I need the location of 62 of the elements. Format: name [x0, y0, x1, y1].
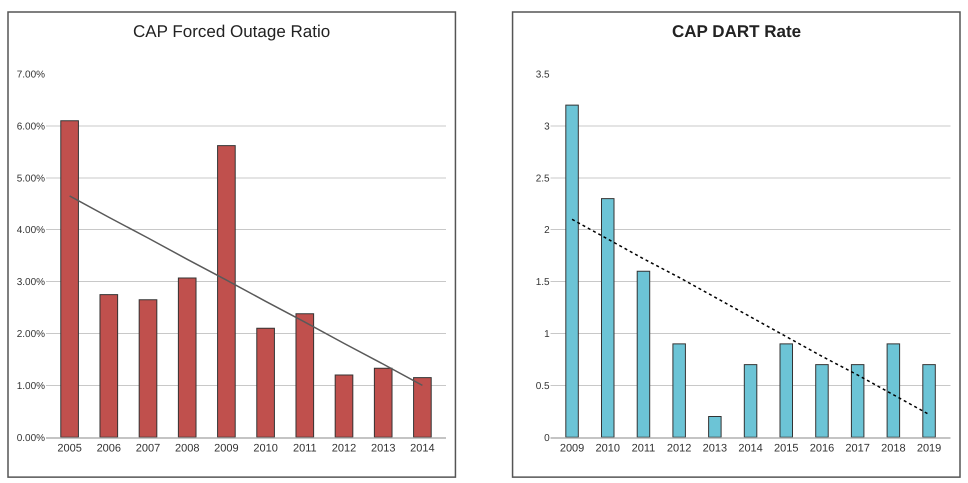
x-tick-label: 2010 [253, 442, 278, 454]
y-tick-label: 0.5 [536, 380, 550, 392]
chart-title: CAP Forced Outage Ratio [133, 22, 330, 41]
line-series [68, 195, 424, 386]
x-tick-label: 2018 [881, 442, 906, 454]
bar [178, 277, 197, 438]
x-tick-label: 2017 [845, 442, 870, 454]
x-tick-label: 2008 [174, 442, 200, 454]
y-tick-label: 3.00% [16, 277, 46, 288]
bar [295, 313, 314, 438]
x-tick-label: 2013 [702, 442, 728, 454]
y-tick-label: 0 [544, 432, 550, 444]
y-tick-label: 5.00% [16, 173, 46, 184]
x-tick-label: 2014 [738, 442, 763, 454]
x-tick-label: 2015 [774, 442, 798, 454]
x-tick-label: 2011 [292, 442, 317, 454]
x-tick-label: 2010 [596, 442, 620, 454]
bar [374, 368, 393, 438]
bar [601, 198, 615, 438]
bar [256, 328, 275, 438]
bar [850, 364, 864, 438]
bar [744, 364, 758, 438]
x-tick-label: 2009 [560, 442, 584, 454]
x-tick-label: 2012 [332, 442, 356, 454]
bar [138, 299, 158, 438]
x-tick-label: 2009 [214, 442, 239, 454]
bar [636, 270, 650, 438]
x-tick-label: 2012 [666, 442, 692, 454]
y-tick-label: 1.5 [536, 277, 550, 288]
x-tick-label: 2006 [96, 442, 122, 454]
x-tick-label: 2019 [916, 442, 942, 454]
bar [672, 343, 686, 438]
bar [780, 343, 794, 438]
line-series [571, 218, 930, 416]
y-tick-label: 1.00% [16, 380, 46, 392]
chart-title: CAP DART Rate [672, 22, 802, 41]
bar [815, 364, 829, 438]
y-tick-label: 0.00% [16, 432, 46, 444]
bar [334, 374, 354, 438]
bar [217, 145, 236, 438]
x-tick-label: 2013 [370, 442, 396, 454]
x-tick-label: 2005 [57, 442, 82, 454]
y-tick-label: 1 [544, 328, 550, 340]
x-tick-label: 2007 [136, 442, 160, 454]
bar [60, 120, 79, 438]
y-tick-label: 2 [544, 225, 550, 236]
y-tick-label: 2.5 [536, 173, 550, 184]
bar [99, 294, 118, 438]
bar [708, 416, 722, 438]
y-tick-label: 6.00% [16, 121, 46, 132]
bar [886, 343, 900, 438]
y-tick-label: 7.00% [16, 70, 46, 81]
bar [565, 104, 579, 438]
x-tick-label: 2011 [632, 442, 656, 454]
x-tick-label: 2014 [410, 442, 435, 454]
bar [413, 377, 432, 438]
x-tick-label: 2016 [810, 442, 834, 454]
y-tick-label: 3.5 [536, 70, 550, 81]
y-tick-label: 2.00% [16, 328, 46, 340]
y-tick-label: 3 [544, 121, 550, 132]
bar [922, 364, 936, 438]
y-tick-label: 4.00% [16, 225, 46, 236]
